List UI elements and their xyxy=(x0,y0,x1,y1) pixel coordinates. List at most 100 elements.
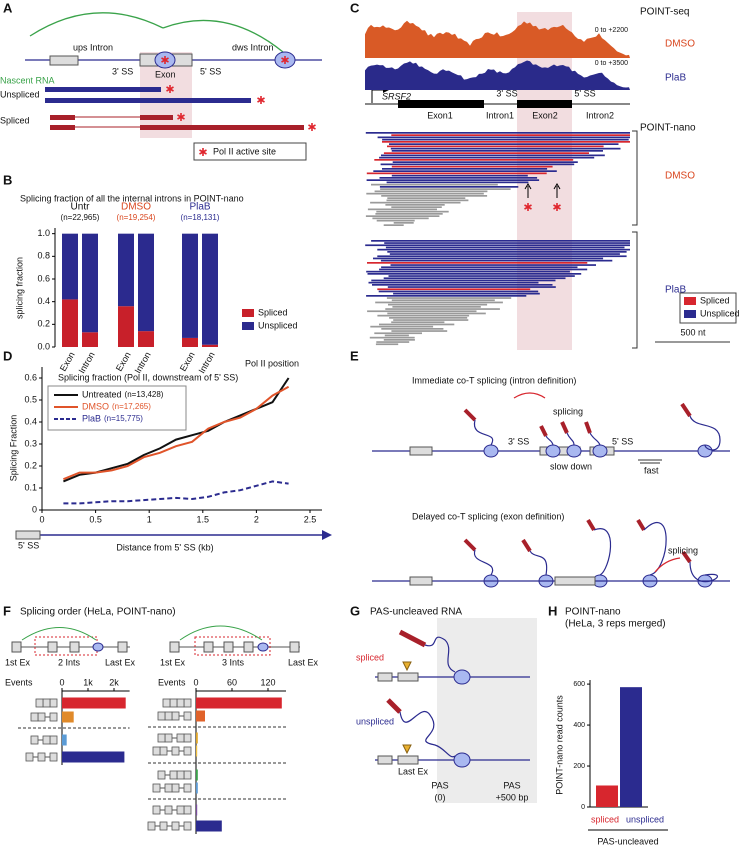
label: POINT-seq xyxy=(640,7,689,18)
bracket xyxy=(632,231,638,349)
read xyxy=(391,134,630,136)
line-series xyxy=(63,385,290,481)
panel-letter: E xyxy=(350,348,359,363)
legend-swatch xyxy=(684,297,696,305)
exon-icon xyxy=(169,770,178,780)
y-tick-label: 0.0 xyxy=(37,341,50,351)
bar xyxy=(196,804,198,816)
read xyxy=(381,266,578,269)
read xyxy=(392,306,481,308)
label: 1st Ex xyxy=(160,657,186,667)
read xyxy=(375,213,443,215)
x-tick-label: 0 xyxy=(59,677,64,687)
exon-icon xyxy=(164,733,173,743)
exon-box xyxy=(15,530,41,540)
exon-icon xyxy=(164,711,173,721)
read xyxy=(374,159,574,161)
legend-label: Unspliced xyxy=(700,308,740,318)
read xyxy=(45,87,161,92)
read xyxy=(375,301,503,304)
exon-icon xyxy=(49,698,58,708)
bar-segment xyxy=(62,299,78,347)
exon-icon xyxy=(162,698,171,708)
x-tick-label: 60 xyxy=(227,677,237,687)
read xyxy=(387,251,627,253)
exon-icon xyxy=(176,698,185,708)
exon-icon xyxy=(157,733,166,743)
panel-letter: A xyxy=(3,0,13,15)
legend-n: (n=17,265) xyxy=(112,402,151,411)
read xyxy=(367,310,477,313)
legend-label: Spliced xyxy=(258,307,288,317)
bar xyxy=(62,751,125,763)
x-tick-label: unspliced xyxy=(626,814,664,824)
panel-e: Immediate co-T splicing (intron definiti… xyxy=(372,375,730,588)
y-tick-label: 600 xyxy=(573,681,585,688)
legend-n: (n=13,428) xyxy=(125,390,164,399)
exon-icon xyxy=(159,746,168,756)
y-tick-label: 0.2 xyxy=(37,319,50,329)
legend-label: Untreated xyxy=(82,389,122,399)
exon-icon xyxy=(164,805,173,815)
panel-letter: B xyxy=(3,172,12,187)
read xyxy=(386,181,529,184)
downstream-shade xyxy=(437,618,537,803)
read xyxy=(390,264,596,266)
y-tick-label: 400 xyxy=(573,722,585,729)
panel-f: Splicing order (HeLa, POINT-nano) 1st Ex… xyxy=(5,607,319,668)
exon-box xyxy=(554,576,596,586)
coverage-track xyxy=(365,20,630,58)
read xyxy=(387,145,604,148)
exon-icon xyxy=(183,821,192,831)
read xyxy=(381,154,605,157)
y-tick-label: 0.6 xyxy=(24,372,37,382)
read xyxy=(365,215,440,217)
bracket xyxy=(632,130,638,226)
read xyxy=(376,341,410,343)
exon-box xyxy=(49,55,79,66)
label: (0) xyxy=(435,792,446,802)
x-axis-label: Events xyxy=(5,677,33,687)
read xyxy=(382,141,630,143)
read xyxy=(379,177,538,179)
label: 3' SS xyxy=(112,66,133,76)
legend-swatch xyxy=(684,310,696,318)
group-label: Untr xyxy=(71,202,91,213)
read xyxy=(386,297,512,299)
label: Last Ex xyxy=(288,657,319,667)
read xyxy=(389,253,620,255)
exon-icon xyxy=(176,770,185,780)
label: Last Ex xyxy=(398,766,429,776)
exon-icon xyxy=(169,698,178,708)
bar-segment xyxy=(118,233,134,307)
read xyxy=(389,143,619,145)
bar-segment xyxy=(82,233,98,333)
y-tick-label: 0 xyxy=(32,504,37,514)
group-n: (n=22,965) xyxy=(61,213,100,222)
read xyxy=(391,299,495,302)
x-axis-label: Pol II position xyxy=(245,358,299,368)
read xyxy=(383,152,589,154)
exon-icon xyxy=(157,711,166,721)
chart-title: Splicing fraction (Pol II, downstream of… xyxy=(58,372,238,382)
read xyxy=(380,259,613,262)
reads xyxy=(365,132,630,346)
exon-icon xyxy=(30,712,39,722)
read xyxy=(383,339,415,341)
panel-g: PAS-uncleaved RNA spliced unspliced Last… xyxy=(356,607,537,803)
x-tick-label: 0.5 xyxy=(89,514,102,524)
exon-icon xyxy=(183,783,192,793)
title: PAS-uncleaved RNA xyxy=(370,607,462,618)
label: 500 nt xyxy=(680,327,706,337)
y-tick-label: 0.1 xyxy=(24,482,37,492)
exon-icon xyxy=(183,698,192,708)
read xyxy=(386,199,469,202)
read xyxy=(140,125,304,130)
bar-segment xyxy=(202,233,218,345)
label: Intron2 xyxy=(586,110,614,120)
bar-segment xyxy=(182,233,198,338)
label: 5' SS xyxy=(574,88,595,98)
arrow xyxy=(654,557,681,573)
bar-segment xyxy=(202,344,218,347)
